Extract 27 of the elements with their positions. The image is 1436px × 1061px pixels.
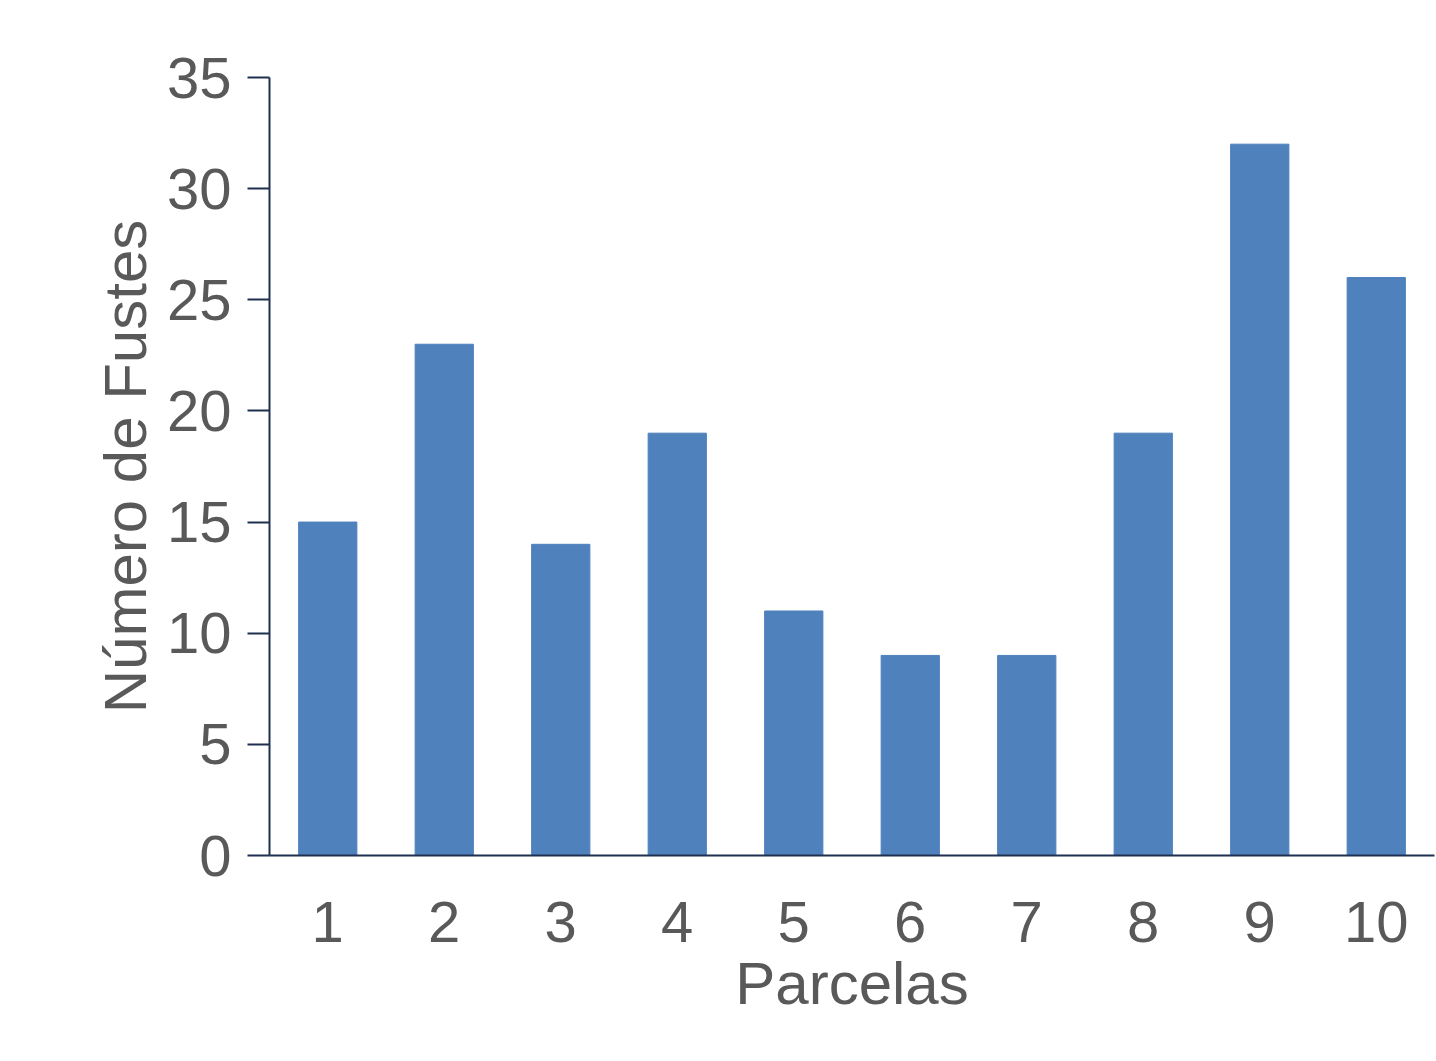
y-tick-label: 5 <box>199 711 232 777</box>
bar <box>531 543 591 856</box>
y-tick-label: 35 <box>166 44 232 110</box>
x-tick-label: 8 <box>1127 888 1160 954</box>
x-tick-label: 3 <box>544 888 577 954</box>
y-tick-label: 30 <box>166 155 232 221</box>
x-tick-label: 10 <box>1343 888 1409 954</box>
bar <box>414 343 474 856</box>
bar <box>647 432 707 856</box>
x-tick-label: 4 <box>661 888 694 954</box>
x-tick-label: 1 <box>311 888 344 954</box>
y-tick-label: 0 <box>199 822 232 888</box>
bar <box>997 654 1057 856</box>
bar <box>880 654 940 856</box>
y-tick-label: 20 <box>166 377 232 443</box>
x-tick-label: 9 <box>1243 888 1276 954</box>
x-tick-label: 7 <box>1010 888 1043 954</box>
bar <box>1230 143 1290 856</box>
bar <box>1346 277 1406 856</box>
y-tick-label: 10 <box>166 600 232 666</box>
x-tick-label: 2 <box>428 888 461 954</box>
bar <box>298 521 358 856</box>
bar <box>764 610 824 856</box>
bar <box>1113 432 1173 856</box>
y-axis-title: Número de Fustes <box>91 219 159 714</box>
y-tick-label: 15 <box>166 489 232 555</box>
y-tick-label: 25 <box>166 266 232 332</box>
